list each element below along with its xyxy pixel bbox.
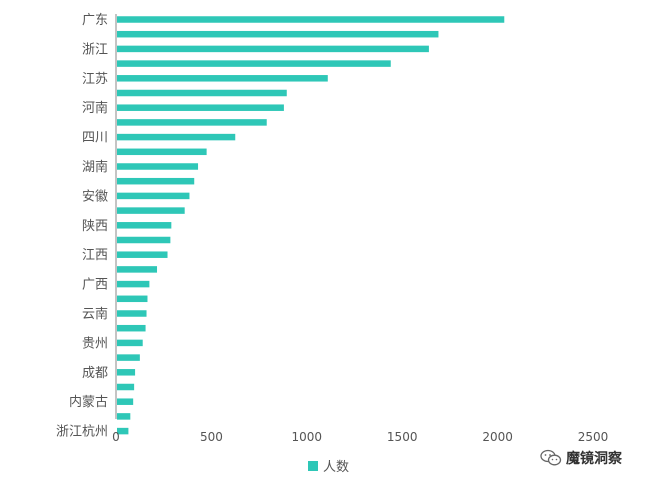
bar xyxy=(117,207,185,214)
x-tick-label: 0 xyxy=(112,430,120,444)
bar xyxy=(117,369,136,376)
category-label: 江西 xyxy=(82,248,108,263)
category-label: 广西 xyxy=(82,278,108,293)
x-tick-label: 1000 xyxy=(292,430,323,444)
category-label: 江苏 xyxy=(82,71,108,87)
bar xyxy=(117,398,134,405)
watermark-text: 魔镜洞察 xyxy=(566,451,622,467)
bar xyxy=(117,30,439,38)
bar xyxy=(117,60,391,67)
category-label: 贵州 xyxy=(82,336,108,351)
x-tick-labels: 0 500 1000 1500 2000 2500 xyxy=(112,430,608,444)
bar xyxy=(117,295,148,303)
category-label: 陕西 xyxy=(82,219,108,234)
legend[interactable]: 人数 xyxy=(308,456,349,475)
bar xyxy=(117,163,199,170)
bar xyxy=(117,133,236,141)
bar xyxy=(117,148,207,156)
bar xyxy=(117,222,172,229)
category-label: 浙江 xyxy=(82,42,108,57)
legend-swatch xyxy=(308,460,318,471)
category-label: 成都 xyxy=(82,366,108,381)
category-label: 云南 xyxy=(82,306,108,322)
bar xyxy=(117,383,135,391)
bar xyxy=(117,413,131,420)
bar xyxy=(117,280,150,288)
bar xyxy=(117,177,195,185)
category-label: 安徽 xyxy=(82,189,108,204)
bar xyxy=(117,16,505,23)
bars xyxy=(117,16,505,435)
bar xyxy=(117,119,267,126)
category-label: 广东 xyxy=(82,13,108,28)
wechat-icon xyxy=(540,449,562,466)
category-label: 内蒙古 xyxy=(69,394,108,410)
bar xyxy=(117,251,168,258)
bar xyxy=(117,310,147,317)
bar xyxy=(117,324,146,332)
legend-label: 人数 xyxy=(323,460,350,475)
bar xyxy=(117,354,140,361)
bar xyxy=(117,104,284,111)
bar xyxy=(117,339,143,347)
x-tick-label: 1500 xyxy=(387,430,418,444)
bar xyxy=(117,192,190,200)
bar xyxy=(117,266,158,273)
bar xyxy=(117,89,287,97)
watermark: 魔镜洞察 xyxy=(540,448,622,468)
bar xyxy=(117,75,328,82)
bar xyxy=(117,427,129,435)
x-tick-label: 2000 xyxy=(482,430,513,444)
x-tick-label: 2500 xyxy=(578,430,609,444)
category-label: 四川 xyxy=(82,131,108,146)
bar xyxy=(117,45,429,53)
bar xyxy=(117,236,171,244)
category-label: 河南 xyxy=(82,100,108,116)
x-tick-label: 500 xyxy=(200,430,223,444)
category-label: 浙江杭州 xyxy=(56,425,108,440)
category-label: 湖南 xyxy=(82,159,108,175)
